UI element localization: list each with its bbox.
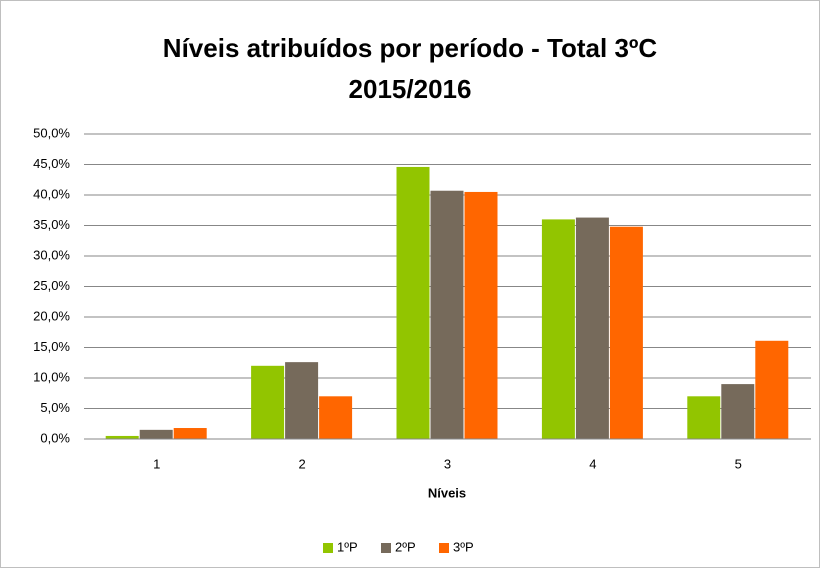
bar <box>575 217 609 439</box>
bar <box>285 362 319 439</box>
bar <box>755 340 789 439</box>
chart-title: 2015/2016 <box>349 74 472 104</box>
y-tick-label: 10,0% <box>33 369 70 384</box>
bar <box>251 365 285 439</box>
x-tick-label: 3 <box>444 456 451 471</box>
x-tick-label: 2 <box>298 456 305 471</box>
y-tick-label: 5,0% <box>40 400 70 415</box>
bar <box>464 191 498 439</box>
y-tick-label: 50,0% <box>33 125 70 140</box>
y-tick-label: 45,0% <box>33 156 70 171</box>
bar <box>541 219 575 439</box>
y-tick-label: 15,0% <box>33 339 70 354</box>
legend-swatch <box>323 543 333 553</box>
legend-label: 1ºP <box>337 539 358 554</box>
legend-swatch <box>381 543 391 553</box>
bar <box>173 428 207 439</box>
bar <box>105 435 139 439</box>
bar <box>430 190 464 439</box>
bar <box>319 396 353 439</box>
y-tick-label: 20,0% <box>33 308 70 323</box>
bar <box>721 384 755 439</box>
legend-swatch <box>439 543 449 553</box>
y-tick-label: 0,0% <box>40 430 70 445</box>
bar <box>139 429 173 439</box>
chart-title: Níveis atribuídos por período - Total 3º… <box>163 33 658 63</box>
x-tick-label: 1 <box>153 456 160 471</box>
y-tick-label: 30,0% <box>33 247 70 262</box>
bar <box>396 166 430 439</box>
bar <box>687 396 721 439</box>
x-tick-label: 4 <box>589 456 596 471</box>
legend-label: 3ºP <box>453 539 474 554</box>
y-tick-label: 25,0% <box>33 278 70 293</box>
bar <box>609 226 643 439</box>
y-tick-label: 35,0% <box>33 217 70 232</box>
x-tick-label: 5 <box>735 456 742 471</box>
y-tick-label: 40,0% <box>33 186 70 201</box>
x-axis-label: Níveis <box>428 485 466 500</box>
legend-label: 2ºP <box>395 539 416 554</box>
